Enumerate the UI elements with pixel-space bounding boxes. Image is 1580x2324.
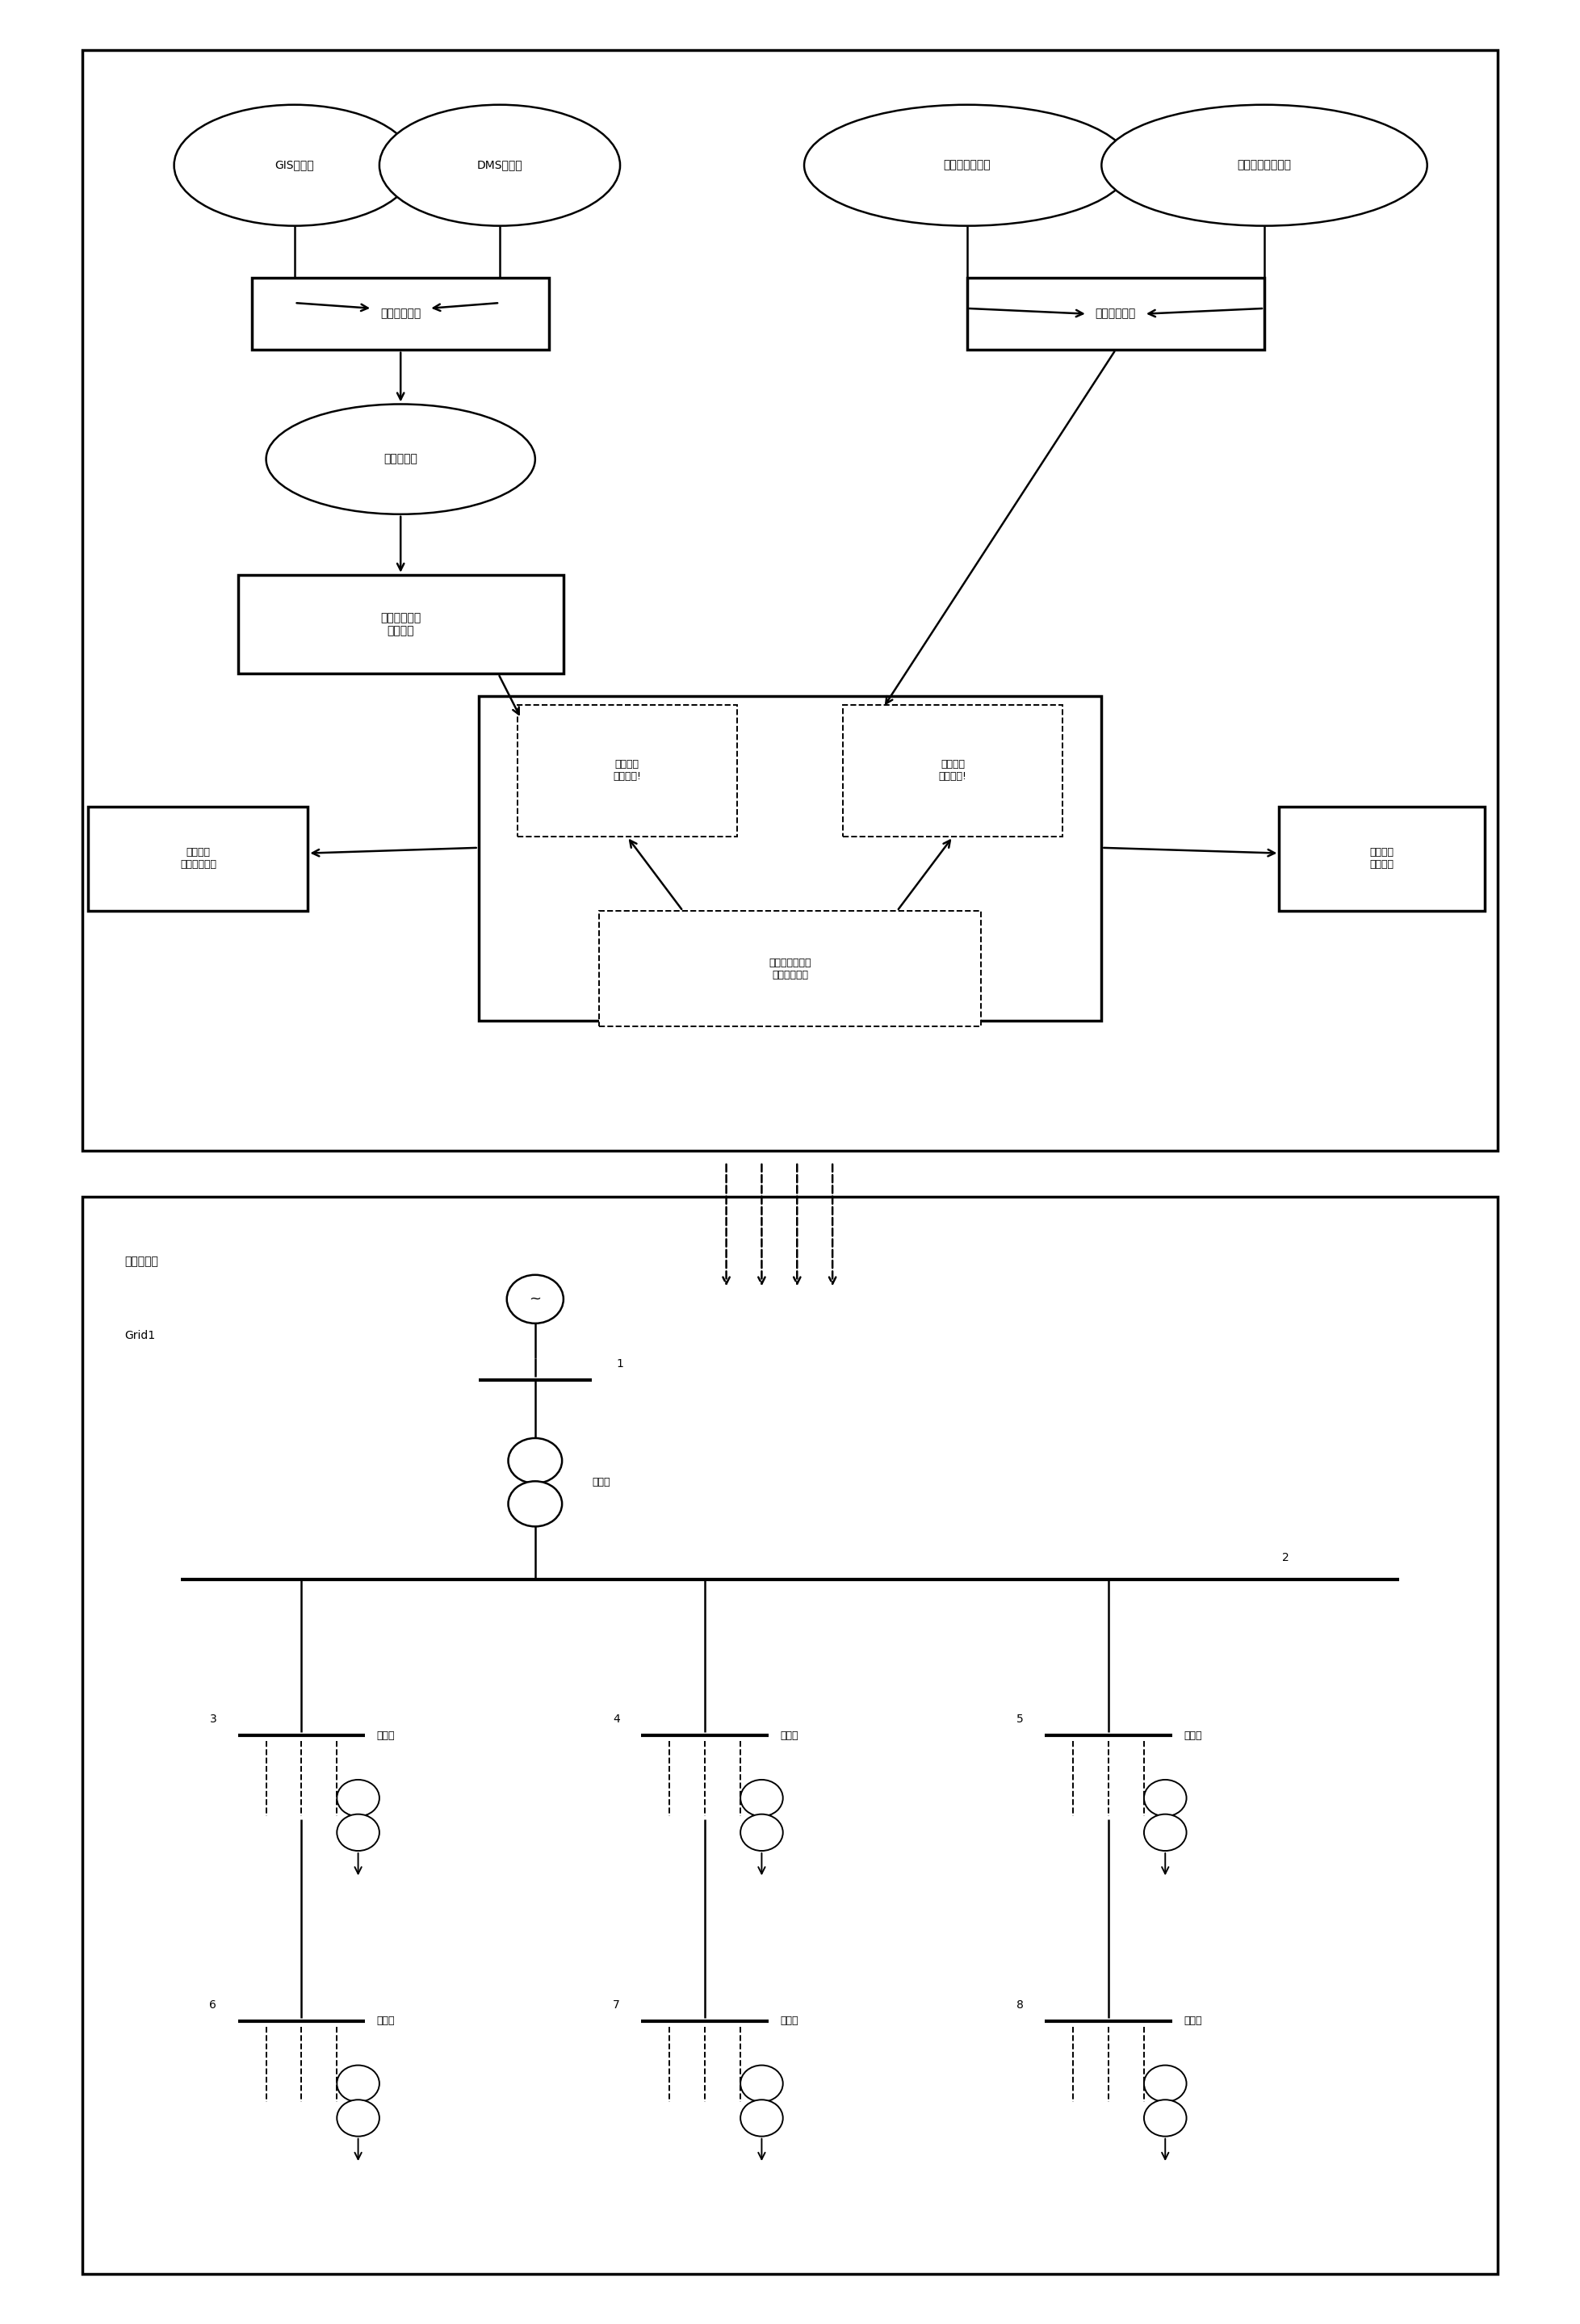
Text: 5: 5	[1016, 1713, 1024, 1724]
FancyBboxPatch shape	[237, 574, 564, 674]
FancyBboxPatch shape	[844, 704, 1063, 837]
Text: DMS数据库: DMS数据库	[477, 160, 523, 172]
Ellipse shape	[337, 1815, 379, 1850]
Ellipse shape	[509, 1439, 562, 1483]
Text: 仿真计算模型
自动生成: 仿真计算模型 自动生成	[381, 611, 420, 637]
Ellipse shape	[1101, 105, 1427, 225]
Ellipse shape	[174, 105, 416, 225]
Ellipse shape	[1144, 1780, 1187, 1817]
Text: 故障记录量数据库: 故障记录量数据库	[1237, 160, 1291, 172]
Text: 开关站: 开关站	[1183, 1731, 1202, 1741]
Ellipse shape	[337, 2099, 379, 2136]
Ellipse shape	[337, 1780, 379, 1817]
Text: 中间数据库: 中间数据库	[384, 453, 417, 465]
Ellipse shape	[509, 1480, 562, 1527]
Text: 开关站: 开关站	[781, 1731, 798, 1741]
Text: 4: 4	[613, 1713, 619, 1724]
FancyBboxPatch shape	[88, 806, 308, 911]
Text: 短路故障
定位结果: 短路故障 定位结果	[1370, 848, 1394, 869]
Text: 短路故障
定位算法!: 短路故障 定位算法!	[939, 760, 967, 781]
Text: 变电站: 变电站	[592, 1478, 610, 1487]
Text: 开关站: 开关站	[376, 1731, 395, 1741]
FancyBboxPatch shape	[479, 697, 1101, 1020]
Text: 配电站: 配电站	[781, 2015, 798, 2027]
Text: GIS数据库: GIS数据库	[275, 160, 314, 172]
Ellipse shape	[1144, 2099, 1187, 2136]
FancyBboxPatch shape	[599, 911, 981, 1027]
Text: 8: 8	[1016, 1999, 1024, 2010]
Ellipse shape	[507, 1276, 564, 1322]
Text: 1: 1	[616, 1357, 624, 1369]
Text: 单相接地
故障定位结果: 单相接地 故障定位结果	[180, 848, 216, 869]
Ellipse shape	[804, 105, 1130, 225]
Ellipse shape	[741, 1780, 784, 1817]
Ellipse shape	[379, 105, 619, 225]
Text: 配电站: 配电站	[376, 2015, 395, 2027]
Text: 6: 6	[210, 1999, 216, 2010]
FancyBboxPatch shape	[967, 279, 1264, 349]
FancyBboxPatch shape	[517, 704, 736, 837]
Text: 基于遥报节点的
故障定位算法: 基于遥报节点的 故障定位算法	[769, 957, 811, 981]
Ellipse shape	[741, 1815, 784, 1850]
Text: 暂态监测数据库: 暂态监测数据库	[943, 160, 991, 172]
Ellipse shape	[337, 2066, 379, 2101]
Text: 配电站: 配电站	[1183, 2015, 1202, 2027]
Ellipse shape	[741, 2099, 784, 2136]
Text: ~: ~	[529, 1292, 542, 1306]
Ellipse shape	[265, 404, 536, 514]
FancyBboxPatch shape	[1280, 806, 1485, 911]
Ellipse shape	[1144, 2066, 1187, 2101]
Text: 3: 3	[210, 1713, 216, 1724]
Text: 暂态数据提取: 暂态数据提取	[1095, 309, 1136, 318]
FancyBboxPatch shape	[251, 279, 550, 349]
Text: 7: 7	[613, 1999, 619, 2010]
Text: 接地故障
定位算法!: 接地故障 定位算法!	[613, 760, 641, 781]
Ellipse shape	[741, 2066, 784, 2101]
Text: Grid1: Grid1	[125, 1329, 155, 1341]
Ellipse shape	[1144, 1815, 1187, 1850]
Text: 稳态数据提取: 稳态数据提取	[381, 309, 420, 318]
Text: 2: 2	[1281, 1552, 1289, 1564]
Text: 目标配电网: 目标配电网	[125, 1255, 158, 1267]
